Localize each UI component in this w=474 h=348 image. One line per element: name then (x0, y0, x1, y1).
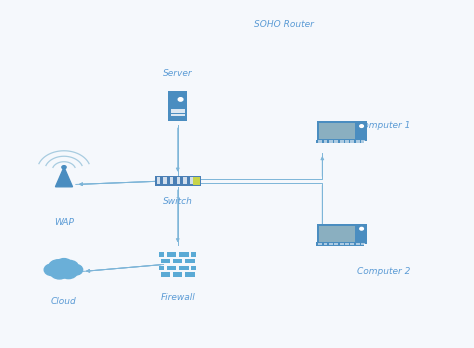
FancyBboxPatch shape (177, 176, 180, 180)
FancyBboxPatch shape (340, 141, 344, 143)
FancyBboxPatch shape (164, 180, 167, 184)
FancyBboxPatch shape (318, 243, 322, 244)
FancyBboxPatch shape (167, 266, 176, 270)
Text: Server: Server (163, 69, 192, 78)
FancyBboxPatch shape (190, 176, 193, 180)
Text: SOHO Router: SOHO Router (255, 20, 314, 29)
FancyBboxPatch shape (350, 140, 354, 141)
Text: Switch: Switch (163, 197, 193, 206)
Circle shape (60, 266, 77, 279)
FancyBboxPatch shape (356, 141, 360, 143)
FancyBboxPatch shape (318, 244, 322, 245)
FancyBboxPatch shape (334, 140, 338, 141)
FancyBboxPatch shape (177, 180, 180, 184)
FancyBboxPatch shape (193, 177, 200, 185)
FancyBboxPatch shape (317, 121, 357, 141)
FancyBboxPatch shape (170, 180, 173, 184)
FancyBboxPatch shape (167, 252, 176, 257)
FancyBboxPatch shape (171, 111, 185, 113)
Text: Cloud: Cloud (51, 297, 77, 306)
FancyBboxPatch shape (319, 226, 355, 242)
Circle shape (49, 260, 68, 274)
FancyBboxPatch shape (356, 121, 366, 141)
FancyBboxPatch shape (329, 243, 333, 244)
Circle shape (68, 264, 82, 275)
Circle shape (56, 259, 72, 270)
FancyBboxPatch shape (345, 244, 349, 245)
FancyBboxPatch shape (183, 176, 187, 180)
FancyBboxPatch shape (356, 140, 360, 141)
FancyBboxPatch shape (329, 141, 333, 143)
FancyBboxPatch shape (161, 259, 170, 263)
FancyBboxPatch shape (157, 176, 160, 180)
FancyBboxPatch shape (334, 244, 338, 245)
Circle shape (50, 266, 69, 279)
FancyBboxPatch shape (350, 244, 354, 245)
FancyBboxPatch shape (179, 266, 189, 270)
Circle shape (360, 125, 364, 127)
FancyBboxPatch shape (345, 243, 349, 244)
FancyBboxPatch shape (316, 242, 364, 246)
FancyBboxPatch shape (318, 141, 322, 143)
FancyBboxPatch shape (171, 109, 185, 111)
FancyBboxPatch shape (170, 176, 173, 180)
Text: Computer 1: Computer 1 (357, 121, 410, 130)
FancyBboxPatch shape (318, 140, 322, 141)
FancyBboxPatch shape (157, 180, 160, 184)
FancyBboxPatch shape (316, 140, 364, 143)
FancyBboxPatch shape (340, 140, 344, 141)
FancyBboxPatch shape (191, 266, 196, 270)
FancyBboxPatch shape (350, 141, 354, 143)
Circle shape (61, 260, 78, 273)
FancyBboxPatch shape (324, 140, 328, 141)
FancyBboxPatch shape (345, 140, 349, 141)
FancyBboxPatch shape (179, 252, 189, 257)
FancyBboxPatch shape (319, 123, 355, 139)
FancyBboxPatch shape (317, 224, 357, 244)
FancyBboxPatch shape (324, 141, 328, 143)
FancyBboxPatch shape (361, 141, 365, 143)
FancyBboxPatch shape (173, 259, 182, 263)
FancyBboxPatch shape (190, 180, 193, 184)
Text: WAP: WAP (54, 218, 74, 227)
FancyBboxPatch shape (185, 272, 195, 277)
FancyBboxPatch shape (356, 244, 360, 245)
FancyBboxPatch shape (168, 91, 187, 121)
Circle shape (360, 227, 364, 230)
FancyBboxPatch shape (161, 272, 170, 277)
FancyBboxPatch shape (361, 140, 365, 141)
FancyBboxPatch shape (340, 243, 344, 244)
FancyBboxPatch shape (329, 244, 333, 245)
FancyBboxPatch shape (345, 141, 349, 143)
FancyBboxPatch shape (173, 272, 182, 277)
Circle shape (62, 166, 66, 169)
FancyBboxPatch shape (324, 244, 328, 245)
FancyBboxPatch shape (164, 176, 167, 180)
FancyBboxPatch shape (185, 259, 195, 263)
Text: Computer 2: Computer 2 (357, 267, 410, 276)
FancyBboxPatch shape (361, 244, 365, 245)
FancyBboxPatch shape (350, 243, 354, 244)
FancyBboxPatch shape (334, 141, 338, 143)
FancyBboxPatch shape (356, 243, 360, 244)
FancyBboxPatch shape (159, 266, 164, 270)
FancyBboxPatch shape (191, 252, 196, 257)
FancyBboxPatch shape (334, 243, 338, 244)
FancyBboxPatch shape (324, 243, 328, 244)
Circle shape (44, 264, 60, 276)
Polygon shape (55, 167, 73, 187)
Circle shape (178, 98, 183, 101)
FancyBboxPatch shape (159, 252, 164, 257)
FancyBboxPatch shape (356, 224, 366, 244)
FancyBboxPatch shape (361, 243, 365, 244)
FancyBboxPatch shape (340, 244, 344, 245)
FancyBboxPatch shape (329, 140, 333, 141)
FancyBboxPatch shape (171, 114, 185, 116)
FancyBboxPatch shape (183, 180, 187, 184)
FancyBboxPatch shape (155, 176, 201, 186)
Text: Firewall: Firewall (160, 293, 195, 302)
